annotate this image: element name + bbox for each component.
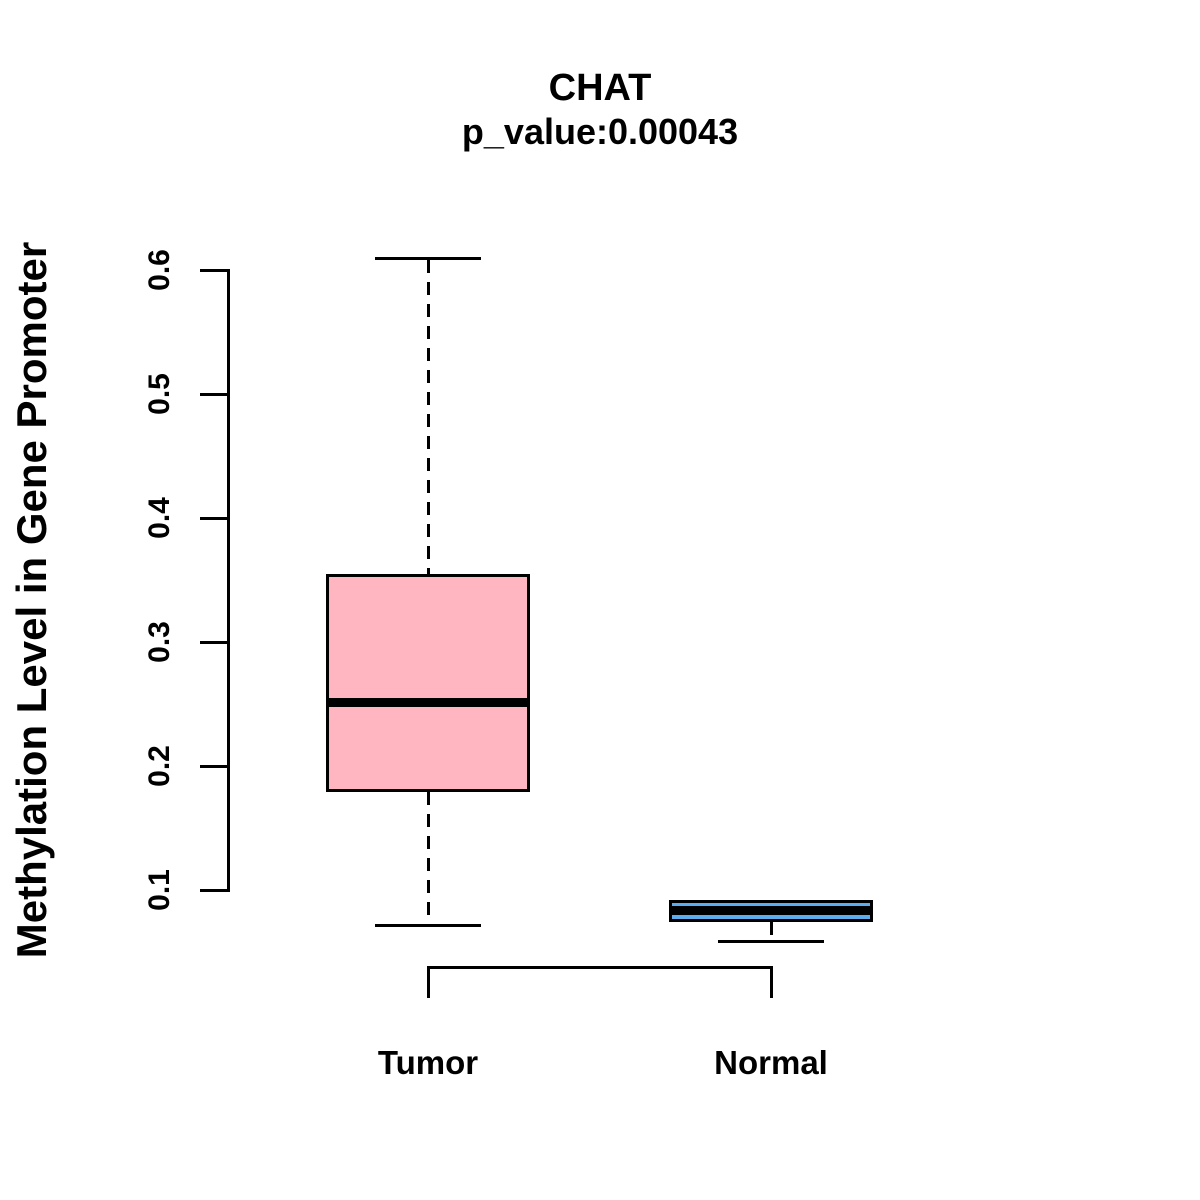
- y-tick-label: 0.5: [143, 373, 176, 415]
- x-axis-line: [427, 966, 773, 969]
- y-axis-line: [227, 269, 230, 892]
- category-label-tumor: Tumor: [377, 1044, 479, 1081]
- y-tick-label: 0.4: [143, 497, 176, 539]
- whisker-cap-lower-normal: [718, 939, 824, 943]
- y-tick: [200, 889, 227, 892]
- chart-title: CHAT: [548, 67, 652, 109]
- y-tick: [200, 269, 227, 272]
- y-tick: [200, 517, 227, 520]
- box-tumor: [326, 573, 530, 793]
- y-tick-label: 0.1: [143, 869, 176, 911]
- median-line-tumor: [326, 697, 530, 707]
- whisker-cap-upper-tumor: [375, 256, 481, 260]
- median-line-normal: [669, 905, 873, 915]
- y-tick-label: 0.3: [143, 621, 176, 663]
- whisker-upper-tumor: [427, 259, 430, 574]
- whisker-cap-lower-tumor: [375, 923, 481, 927]
- x-axis-tick: [770, 966, 773, 998]
- y-tick: [200, 641, 227, 644]
- y-tick-label: 0.2: [143, 745, 176, 787]
- chart-subtitle: p_value:0.00043: [461, 111, 739, 152]
- x-axis-tick: [427, 966, 430, 998]
- y-tick: [200, 765, 227, 768]
- whisker-lower-normal: [770, 922, 773, 941]
- y-tick-label: 0.6: [143, 249, 176, 291]
- category-label-normal: Normal: [714, 1044, 828, 1081]
- y-tick: [200, 393, 227, 396]
- y-axis-label: Methylation Level in Gene Promoter: [8, 241, 55, 959]
- whisker-lower-tumor: [427, 792, 430, 925]
